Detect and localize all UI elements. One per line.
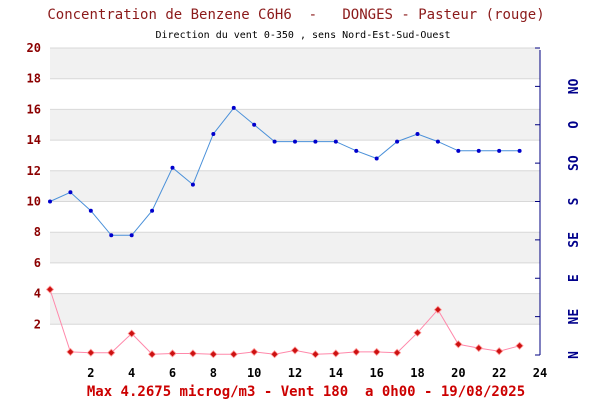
y-tick-label: 10 — [27, 195, 41, 209]
y-tick-label: 4 — [34, 287, 41, 301]
x-tick-label: 20 — [451, 366, 465, 380]
data-point — [517, 148, 522, 153]
y-tick-label: 8 — [34, 225, 41, 239]
data-point — [148, 350, 157, 359]
data-point — [293, 139, 297, 144]
data-point — [209, 350, 218, 359]
y-tick-label: 6 — [34, 256, 41, 270]
data-point — [352, 347, 361, 356]
data-point — [129, 233, 134, 238]
data-point — [86, 348, 95, 357]
direction-label: E — [567, 274, 582, 282]
x-tick-label: 2 — [87, 366, 94, 380]
chart-subtitle: Direction du vent 0-350 , sens Nord-Est-… — [155, 30, 450, 41]
data-point — [270, 350, 279, 359]
direction-label: O — [567, 121, 582, 129]
grid-band — [50, 232, 540, 263]
data-point — [311, 350, 320, 359]
direction-label: NO — [567, 78, 582, 94]
direction-label: SO — [567, 155, 582, 171]
series-line-1 — [49, 289, 520, 355]
y-tick-label: 2 — [34, 317, 41, 331]
grid-lines — [50, 47, 540, 325]
data-point — [395, 139, 400, 144]
direction-label: N — [567, 351, 582, 359]
x-tick-label: 6 — [169, 366, 176, 380]
direction-label: NE — [567, 309, 582, 325]
y-tick-labels: 2 4 6 8 10 12 14 16 18 20 — [27, 41, 41, 331]
data-point — [454, 340, 463, 349]
grid-band — [50, 170, 540, 202]
data-point — [497, 148, 502, 153]
data-point — [48, 199, 52, 204]
data-point — [229, 350, 238, 359]
x-tick-label: 24 — [533, 366, 547, 380]
data-point — [190, 182, 195, 187]
data-point — [66, 347, 75, 356]
data-point — [127, 329, 136, 338]
grid-band — [50, 293, 540, 325]
data-point — [433, 305, 442, 314]
data-point — [372, 347, 381, 356]
grid-band — [50, 109, 540, 141]
data-point — [109, 233, 114, 238]
x-tick-label: 16 — [369, 366, 383, 380]
y-tick-label: 20 — [27, 41, 41, 55]
y-tick-label: 18 — [27, 72, 41, 86]
x-tick-label: 8 — [210, 366, 217, 380]
direction-label: S — [567, 197, 582, 205]
data-point — [354, 148, 359, 153]
x-tick-label: 14 — [329, 366, 343, 380]
data-point — [290, 346, 300, 355]
data-point — [313, 139, 318, 144]
series-layer — [45, 105, 524, 359]
series-line-0 — [49, 107, 520, 236]
y-tick-label: 12 — [27, 164, 41, 178]
data-point — [170, 165, 175, 170]
grid-band — [50, 48, 540, 79]
data-point — [435, 139, 440, 144]
data-point — [252, 122, 257, 127]
data-point — [231, 105, 236, 110]
data-point — [456, 148, 461, 153]
data-point — [107, 348, 116, 357]
grid-bands — [50, 48, 540, 325]
chart-footer: Max 4.2675 microg/m3 - Vent 180 a 0h00 -… — [87, 384, 525, 400]
data-point — [272, 139, 277, 144]
data-point — [333, 139, 338, 144]
data-point — [413, 328, 422, 337]
x-tick-label: 4 — [128, 366, 135, 380]
data-point — [45, 285, 55, 294]
data-point — [211, 131, 216, 136]
data-point — [474, 344, 483, 353]
data-point — [68, 190, 73, 195]
data-point — [150, 208, 155, 213]
data-point — [88, 208, 93, 213]
x-tick-label: 12 — [288, 366, 302, 380]
y-tick-label: 14 — [27, 133, 41, 147]
data-point — [168, 349, 177, 358]
data-point — [393, 348, 402, 357]
data-point — [331, 349, 340, 358]
chart-title: Concentration de Benzene C6H6 - DONGES -… — [47, 7, 544, 23]
y-tick-label: 16 — [27, 102, 41, 116]
data-point — [476, 148, 481, 153]
direction-axis: N NE E SE S SO O NO — [535, 47, 582, 359]
data-point — [495, 347, 504, 356]
data-point — [374, 156, 379, 161]
x-tick-labels: 2 4 6 8 10 12 14 16 18 20 22 24 — [87, 366, 547, 380]
data-point — [515, 341, 524, 350]
x-tick-label: 10 — [247, 366, 261, 380]
data-point — [250, 347, 259, 356]
data-point — [415, 131, 420, 136]
direction-label: SE — [567, 232, 582, 248]
x-tick-label: 18 — [410, 366, 424, 380]
data-point — [188, 349, 197, 358]
x-tick-label: 22 — [492, 366, 506, 380]
